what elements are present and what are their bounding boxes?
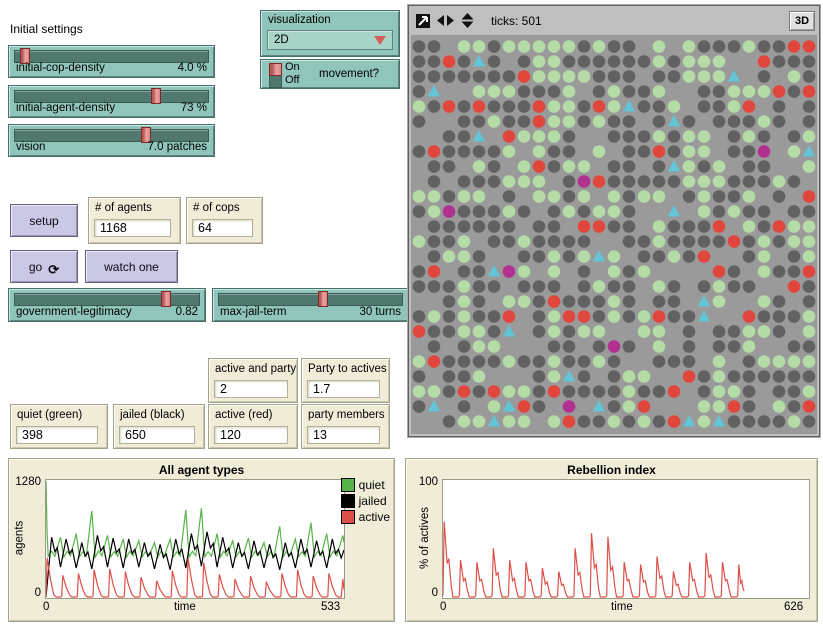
monitor-value: 398	[16, 426, 98, 444]
resize-view-icon[interactable]	[416, 14, 430, 28]
switch-on-label: On	[285, 61, 300, 74]
plot-title: All agent types	[9, 463, 394, 477]
view-header: ticks: 501 3D	[409, 6, 819, 35]
monitor-label: # of cops	[193, 202, 240, 214]
y-axis-max-tick: 1280	[11, 476, 41, 488]
slider-government-legitimacy[interactable]: government-legitimacy 0.82	[8, 288, 206, 322]
slider-handle[interactable]	[161, 291, 171, 307]
view-3d-button[interactable]: 3D	[789, 11, 815, 31]
slider-label: government-legitimacy	[16, 306, 132, 318]
monitor-quiet: quiet (green) 398	[10, 404, 108, 449]
slider-vision[interactable]: vision 7.0 patches	[8, 124, 215, 157]
switch-channel[interactable]	[269, 63, 282, 88]
y-axis-min-tick: 0	[11, 587, 41, 599]
chevron-down-icon	[374, 36, 386, 45]
monitor-num-cops: # of cops 64	[186, 197, 263, 244]
chooser-dropdown[interactable]: 2D	[267, 30, 393, 50]
y-axis-label: % of actives	[419, 507, 431, 569]
slider-value: 73 %	[181, 102, 207, 114]
legend-item-quiet: quiet	[341, 478, 390, 492]
setup-button[interactable]: setup	[10, 204, 78, 237]
forever-icon: ⟳	[48, 262, 59, 278]
slider-value: 30 turns	[359, 306, 401, 318]
monitor-label: jailed (black)	[120, 409, 185, 421]
monitor-label: active and party	[215, 363, 296, 375]
slider-track[interactable]	[14, 293, 200, 306]
monitor-value: 2	[214, 380, 288, 398]
switch-knob[interactable]	[269, 63, 282, 76]
x-axis-max-tick: 533	[321, 601, 340, 613]
y-axis-max-tick: 100	[408, 476, 438, 488]
switch-label: movement?	[319, 68, 379, 80]
x-axis-label: time	[611, 601, 633, 613]
x-axis-min-tick: 0	[440, 601, 446, 613]
switch-off-label: Off	[285, 74, 300, 87]
watch-one-button[interactable]: watch one	[85, 250, 178, 283]
monitor-value: 13	[307, 426, 380, 444]
monitor-num-agents: # of agents 1168	[88, 197, 181, 244]
go-button[interactable]: go ⟳	[10, 250, 78, 283]
monitor-value: 64	[192, 219, 253, 237]
monitor-jailed: jailed (black) 650	[113, 404, 205, 449]
chooser-label: visualization	[268, 14, 331, 26]
slider-max-jail-term[interactable]: max-jail-term 30 turns	[212, 288, 409, 322]
monitor-label: # of agents	[95, 202, 152, 214]
plot-title: Rebellion index	[406, 463, 817, 477]
initial-settings-label: Initial settings	[10, 22, 83, 36]
chart-area	[45, 479, 345, 599]
slider-label: initial-agent-density	[16, 102, 115, 114]
plot-rebellion-index: Rebellion index 100 0 % of actives 0 tim…	[405, 458, 818, 622]
legend-label: quiet	[359, 478, 385, 492]
chooser-visualization: visualization 2D	[260, 10, 400, 57]
monitor-value: 120	[214, 426, 288, 444]
legend-swatch-active	[341, 510, 355, 524]
netlogo-rebellion-app: Initial settings initial-cop-density 4.0…	[0, 0, 823, 633]
chart-area	[442, 479, 810, 599]
slider-label: initial-cop-density	[16, 62, 105, 74]
slider-label: max-jail-term	[220, 306, 286, 318]
plot-legend: quiet jailed active	[341, 478, 390, 524]
legend-item-active: active	[341, 510, 390, 524]
monitor-value: 1.7	[307, 380, 380, 398]
monitor-label: Party to actives	[308, 363, 387, 375]
slider-track[interactable]	[218, 293, 403, 306]
slider-handle[interactable]	[318, 291, 328, 307]
slider-value: 0.82	[176, 306, 198, 318]
monitor-active-and-party: active and party 2	[208, 358, 298, 403]
x-axis-label: time	[174, 601, 196, 613]
slider-value: 4.0 %	[178, 62, 207, 74]
x-axis-max-tick: 626	[784, 601, 803, 613]
legend-label: active	[359, 510, 390, 524]
x-axis-min-tick: 0	[43, 601, 49, 613]
monitor-value: 650	[119, 426, 195, 444]
legend-item-jailed: jailed	[341, 494, 390, 508]
monitor-label: quiet (green)	[17, 409, 82, 421]
slider-initial-cop-density[interactable]: initial-cop-density 4.0 %	[8, 45, 215, 78]
legend-swatch-jailed	[341, 494, 355, 508]
plot-all-agent-types: All agent types 1280 0 agents 0 time 533…	[8, 458, 395, 622]
switch-movement: On Off movement?	[260, 59, 400, 89]
slider-label: vision	[16, 141, 45, 153]
y-axis-min-tick: 0	[408, 587, 438, 599]
slider-value: 7.0 patches	[148, 141, 207, 153]
chooser-selected-value: 2D	[274, 34, 289, 46]
monitor-active: active (red) 120	[208, 404, 298, 449]
monitor-party-members: party members 13	[301, 404, 390, 449]
monitor-party-to-actives: Party to actives 1.7	[301, 358, 390, 403]
world-view: ticks: 501 3D	[408, 5, 820, 437]
horizontal-arrows-icon[interactable]	[437, 15, 454, 26]
monitor-label: active (red)	[215, 409, 273, 421]
go-button-label: go	[29, 260, 42, 274]
legend-label: jailed	[359, 494, 387, 508]
ticks-counter: ticks: 501	[491, 14, 542, 28]
monitor-label: party members	[308, 409, 385, 421]
legend-swatch-quiet	[341, 478, 355, 492]
world-canvas[interactable]	[411, 35, 817, 434]
slider-initial-agent-density[interactable]: initial-agent-density 73 %	[8, 85, 215, 118]
vertical-arrows-icon[interactable]	[461, 13, 474, 28]
monitor-value: 1168	[94, 219, 171, 237]
y-axis-label: agents	[13, 521, 25, 556]
